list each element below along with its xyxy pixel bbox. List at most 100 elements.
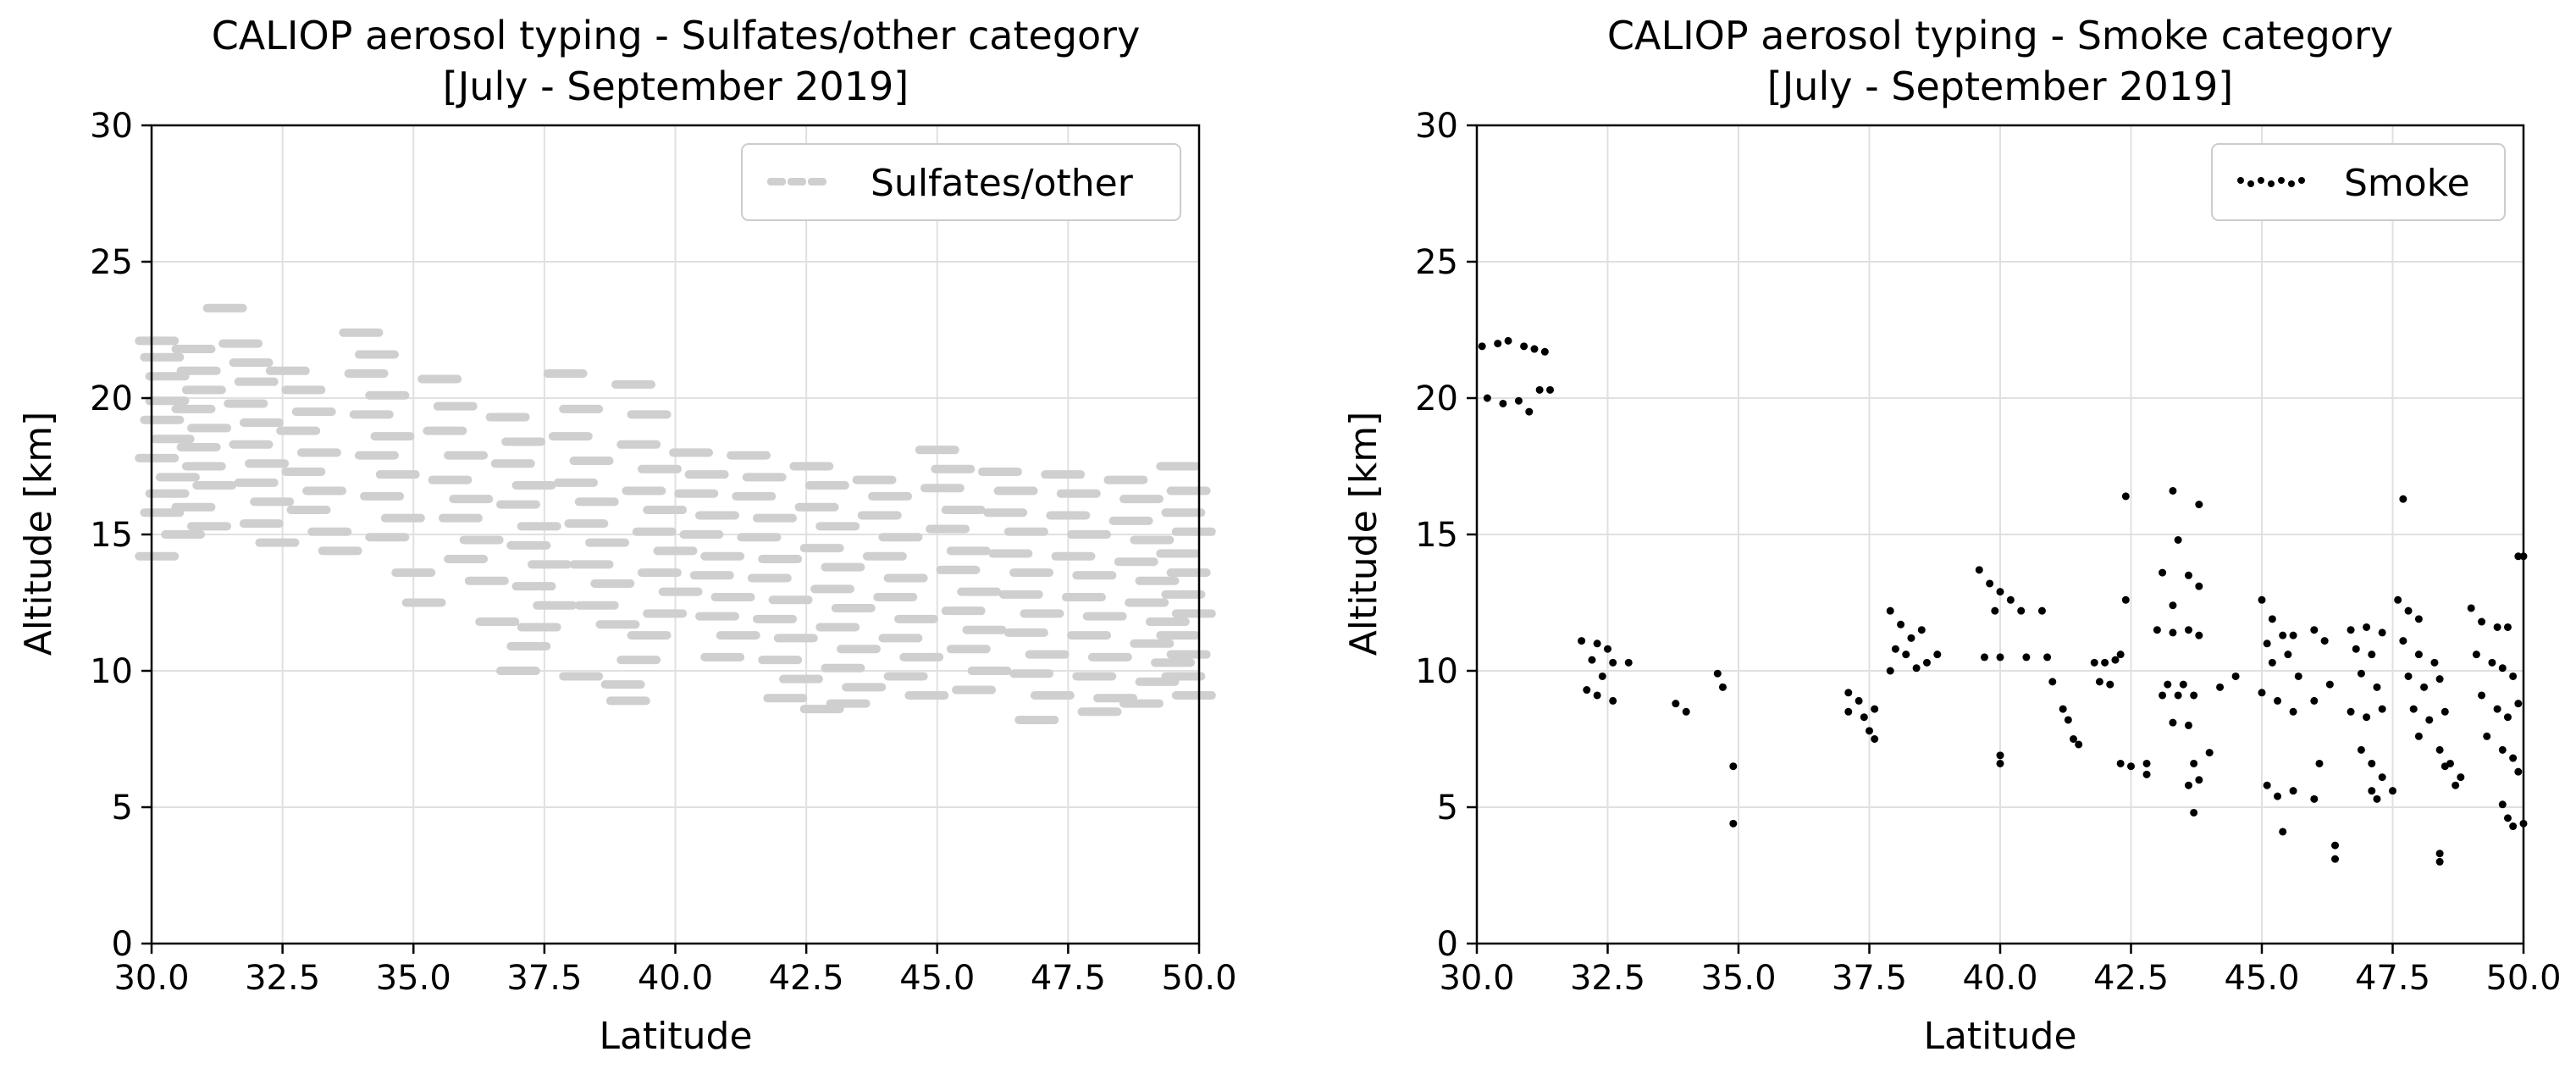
sulfates-point [495,500,540,509]
smoke-point [2116,759,2125,767]
smoke-point [2509,672,2518,680]
sulfates-point [135,336,180,346]
x-tick-label: 40.0 [1962,959,2037,998]
smoke-point [2268,658,2276,667]
sulfates-point [444,554,489,563]
smoke-point [2357,669,2365,678]
sulfates-point [245,459,290,468]
smoke-point [2435,675,2444,684]
sulfates-point [868,491,913,501]
sulfates-point [1056,489,1101,498]
sulfates-point [444,451,489,460]
sulfates-point [1166,486,1211,495]
smoke-point [2493,705,2501,713]
x-tick-label: 35.0 [1700,959,1776,998]
sulfates-point [862,551,907,561]
sulfates-point [1061,593,1106,602]
smoke-point [2169,486,2177,495]
smoke-chart: CALIOP aerosol typing - Smoke category [… [1342,13,2562,1058]
sulfates-point [915,446,959,455]
sulfates-point [559,672,604,681]
y-tick-label: 20 [1415,379,1458,418]
sulfates-point [600,680,645,689]
smoke-point [1540,347,1549,356]
sulfates-point [616,440,661,449]
smoke-point [2184,721,2192,729]
sulfates-point [281,467,326,476]
sulfates-point [265,366,310,375]
smoke-point [2111,656,2120,664]
smoke-point [2190,691,2198,700]
sulfates-point [140,415,185,424]
data-points [135,303,1216,724]
x-tick-label: 32.5 [1570,959,1645,998]
smoke-point [2441,707,2449,716]
smoke-point [2478,617,2486,626]
smoke-point [2404,672,2413,680]
smoke-point [1729,819,1738,828]
sulfates-point [993,486,1038,495]
sulfates-point [1082,612,1127,621]
sulfates-point [501,437,546,446]
sulfates-point [553,478,598,487]
sulfates-chart: CALIOP aerosol typing - Sulfates/other c… [17,13,1237,1058]
sulfates-point [574,601,619,610]
sulfates-point [1103,475,1148,484]
sulfates-point [1156,462,1201,471]
sulfates-point [595,620,640,629]
y-tick-label: 0 [1437,925,1458,964]
sulfates-point [1119,699,1164,708]
smoke-point [1886,606,1894,615]
legend-label-sulfates: Sulfates/other [871,162,1134,205]
sulfates-point [145,372,190,381]
sulfates-point [380,513,425,523]
sulfates-point [605,696,650,706]
sulfates-point [883,573,928,583]
smoke-point [2414,650,2423,659]
smoke-point [1844,689,1853,697]
sulfates-point [1051,551,1096,561]
smoke-point [2331,855,2340,863]
sulfates-point [354,451,399,460]
sulfates-point [821,663,865,673]
sulfates-point [946,546,991,556]
smoke-point [2064,716,2072,724]
sulfates-point [998,590,1043,599]
sulfates-point [674,489,719,498]
smoke-point [2320,637,2329,645]
smoke-point [1604,645,1611,653]
smoke-point [2179,680,2187,689]
smoke-point [2409,705,2418,713]
sulfates-point [1041,470,1086,479]
smoke-point [1866,727,1873,735]
smoke-point [2498,745,2507,754]
y-tick-label: 30 [90,107,133,146]
sulfates-point [145,396,190,406]
chart-title-line2: [July - September 2019] [443,64,909,109]
smoke-point [2378,773,2386,782]
smoke-point [2294,672,2302,680]
sulfates-point [459,535,504,545]
smoke-point [2514,700,2523,708]
smoke-point [2498,664,2507,673]
sulfates-point [1130,535,1175,545]
smoke-point [2116,650,2125,659]
sulfates-point [370,432,415,441]
sulfates-point [171,345,216,354]
sulfates-point [611,379,656,389]
smoke-point [2017,606,2026,615]
smoke-point [2509,754,2518,762]
smoke-point [2195,776,2203,784]
sulfates-point [1003,527,1048,536]
sulfates-point [716,631,760,640]
sulfates-point [192,481,237,490]
sulfates-point [391,568,436,578]
sulfates-point [360,491,405,501]
smoke-point [2378,705,2386,713]
legend-marker-dash [788,178,806,185]
smoke-point [2159,691,2167,700]
sulfates-point [417,374,462,384]
sulfates-point [140,352,185,362]
smoke-point [2503,713,2512,722]
